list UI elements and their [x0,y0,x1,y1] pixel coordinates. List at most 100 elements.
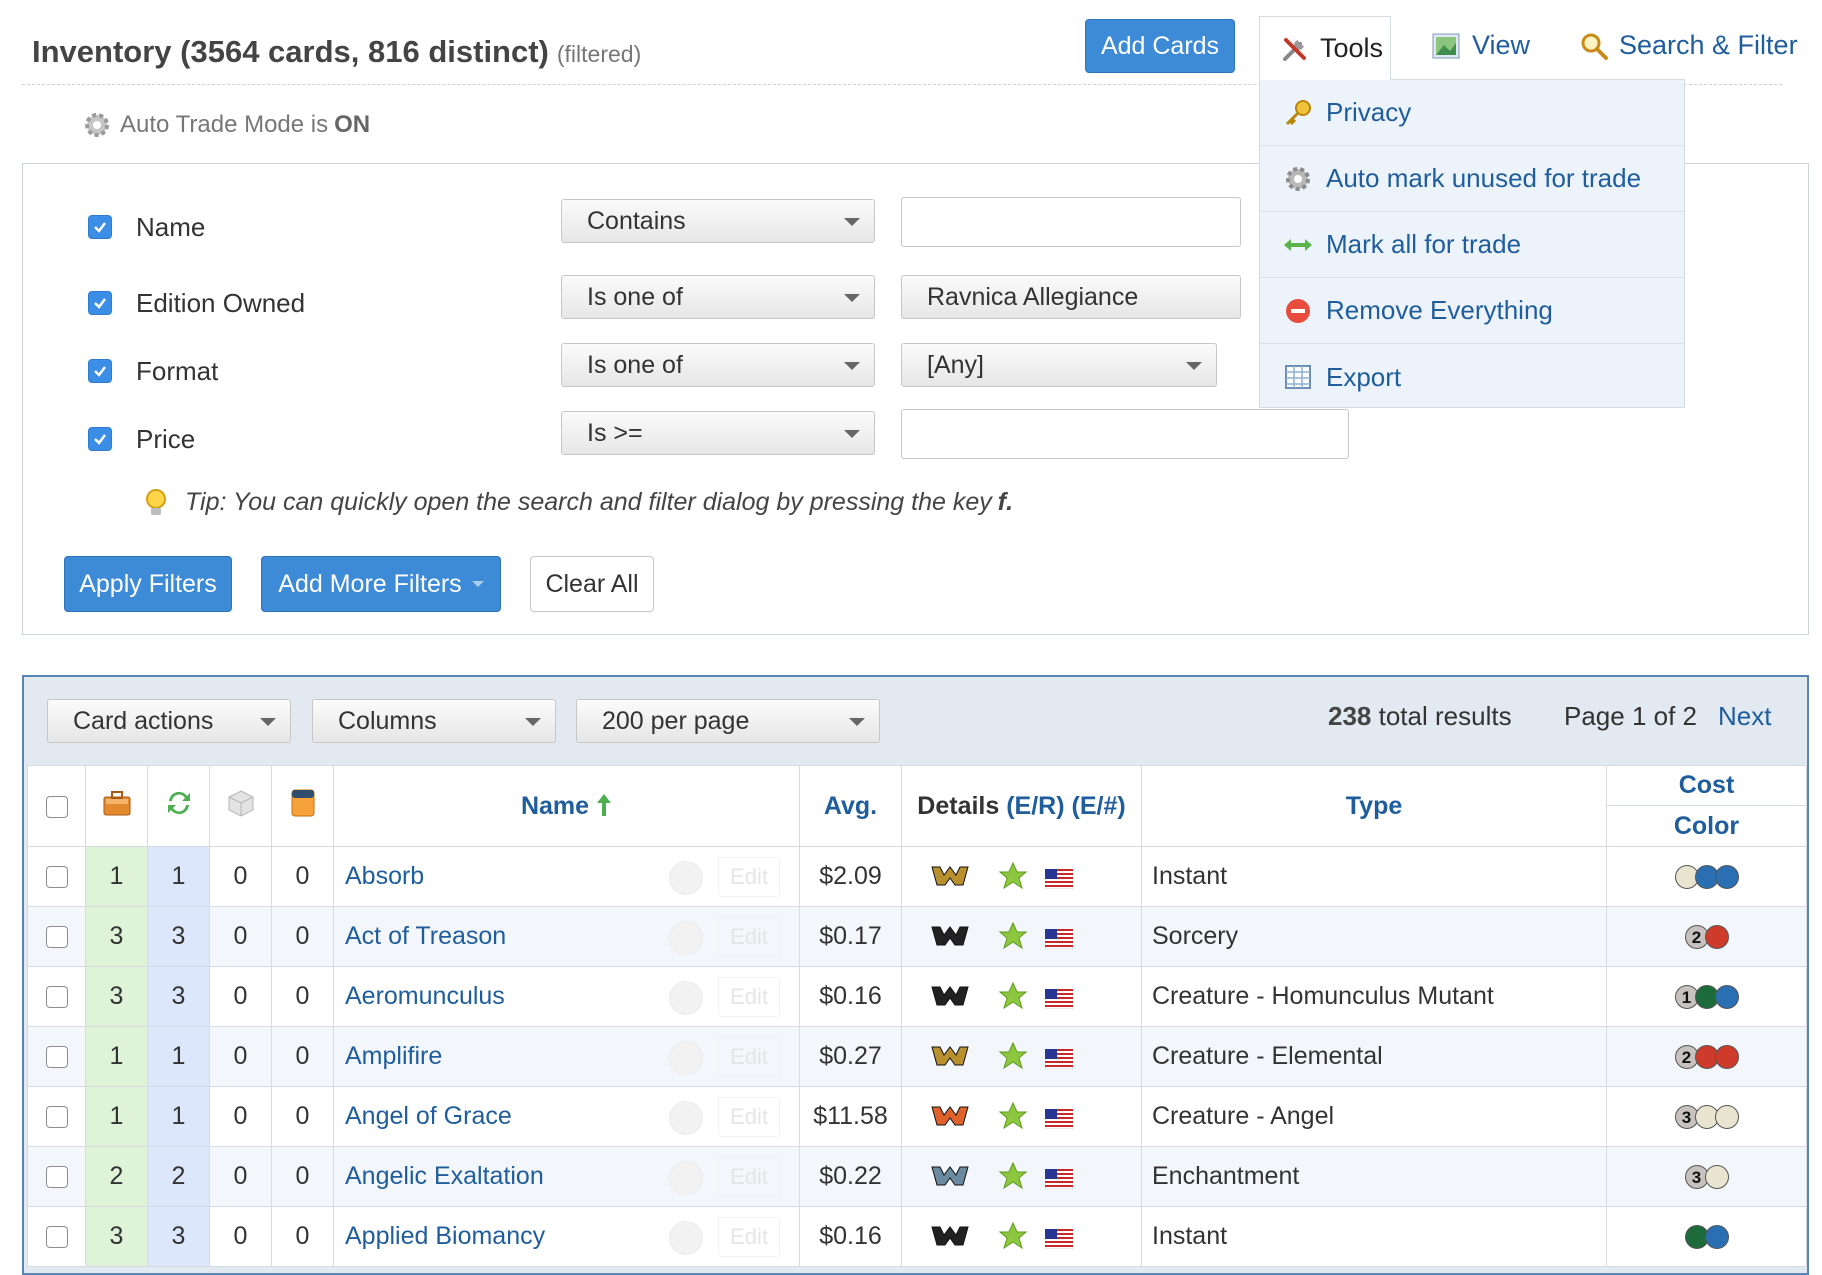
star-icon[interactable] [998,921,1028,958]
owned-count[interactable]: 3 [85,1206,148,1267]
filter-format-operator-select[interactable]: Is one of [561,343,875,387]
filter-price-input[interactable] [901,409,1349,459]
trade-count[interactable]: 3 [147,966,210,1027]
owned-count[interactable]: 1 [85,1026,148,1087]
tools-tab[interactable]: Tools [1259,16,1391,80]
row-checkbox[interactable] [45,866,68,889]
apply-filters-button[interactable]: Apply Filters [64,556,232,612]
camera-icon[interactable] [669,1161,703,1195]
camera-icon[interactable] [669,1101,703,1135]
set-symbol-icon[interactable] [930,865,970,894]
set-symbol-icon[interactable] [930,1225,970,1254]
wishlist-count[interactable]: 0 [209,846,272,907]
binder-count[interactable]: 0 [271,1086,334,1147]
row-checkbox[interactable] [45,1106,68,1129]
binder-count[interactable]: 0 [271,1206,334,1267]
next-page-link[interactable]: Next [1718,701,1772,731]
set-symbol-icon[interactable] [930,1045,970,1074]
set-symbol-icon[interactable] [930,1105,970,1134]
row-checkbox[interactable] [45,986,68,1009]
wishlist-count[interactable]: 0 [209,1026,272,1087]
edit-button[interactable]: Edit [718,1157,780,1197]
view-link[interactable]: View [1432,30,1530,61]
row-checkbox[interactable] [45,1226,68,1249]
edit-button[interactable]: Edit [718,1217,780,1257]
binder-count[interactable]: 0 [271,906,334,967]
filter-format-value-select[interactable]: [Any] [901,343,1217,387]
camera-icon[interactable] [669,1221,703,1255]
row-checkbox[interactable] [45,1166,68,1189]
select-all-checkbox[interactable] [45,795,68,818]
wishlist-count[interactable]: 0 [209,1206,272,1267]
edit-button[interactable]: Edit [718,977,780,1017]
card-name-link[interactable]: Angelic Exaltation [345,1162,544,1190]
trade-count[interactable]: 1 [147,1086,210,1147]
wishlist-count[interactable]: 0 [209,1086,272,1147]
us-flag-icon[interactable] [1044,987,1074,1016]
star-icon[interactable] [998,1101,1028,1138]
name-column-header[interactable]: Name [333,765,800,847]
set-symbol-icon[interactable] [930,925,970,954]
trade-count[interactable]: 3 [147,906,210,967]
owned-count[interactable]: 2 [85,1146,148,1207]
columns-select[interactable]: Columns [312,699,556,743]
camera-icon[interactable] [669,1041,703,1075]
wishlist-count[interactable]: 0 [209,966,272,1027]
binder-count[interactable]: 0 [271,1146,334,1207]
add-cards-button[interactable]: Add Cards [1085,19,1235,73]
filter-price-operator-select[interactable]: Is >= [561,411,875,455]
star-icon[interactable] [998,1041,1028,1078]
owned-count[interactable]: 3 [85,966,148,1027]
binder-count[interactable]: 0 [271,846,334,907]
search-filter-link[interactable]: Search & Filter [1579,30,1798,61]
edit-button[interactable]: Edit [718,1097,780,1137]
card-name-link[interactable]: Applied Biomancy [345,1222,546,1250]
star-icon[interactable] [998,981,1028,1018]
per-page-select[interactable]: 200 per page [576,699,880,743]
row-checkbox[interactable] [45,1046,68,1069]
binder-count[interactable]: 0 [271,966,334,1027]
wishlist-count[interactable]: 0 [209,1146,272,1207]
owned-count[interactable]: 1 [85,846,148,907]
filter-name-checkbox[interactable] [88,215,112,239]
owned-column-header[interactable] [85,765,148,847]
set-symbol-icon[interactable] [930,1165,970,1194]
details-er-link[interactable]: (E/R) [1006,791,1065,820]
filter-price-checkbox[interactable] [88,427,112,451]
star-icon[interactable] [998,1221,1028,1258]
card-name-link[interactable]: Angel of Grace [345,1102,512,1130]
card-actions-select[interactable]: Card actions [47,699,291,743]
color-column-header[interactable]: Color [1673,811,1740,840]
camera-icon[interactable] [669,921,703,955]
trade-count[interactable]: 1 [147,846,210,907]
menu-item-mark-all-trade[interactable]: Mark all for trade [1260,212,1684,278]
filter-name-input[interactable] [901,197,1241,247]
owned-count[interactable]: 1 [85,1086,148,1147]
filter-edition-checkbox[interactable] [88,291,112,315]
camera-icon[interactable] [669,981,703,1015]
set-symbol-icon[interactable] [930,985,970,1014]
filter-edition-operator-select[interactable]: Is one of [561,275,875,319]
us-flag-icon[interactable] [1044,1167,1074,1196]
menu-item-export[interactable]: Export [1260,344,1684,410]
star-icon[interactable] [998,861,1028,898]
details-enum-link[interactable]: (E/#) [1071,791,1126,820]
us-flag-icon[interactable] [1044,927,1074,956]
edit-button[interactable]: Edit [718,917,780,957]
binder-count[interactable]: 0 [271,1026,334,1087]
row-checkbox[interactable] [45,926,68,949]
trade-count[interactable]: 2 [147,1146,210,1207]
trade-count[interactable]: 1 [147,1026,210,1087]
cost-column-header[interactable]: Cost [1607,766,1806,806]
us-flag-icon[interactable] [1044,1047,1074,1076]
add-more-filters-button[interactable]: Add More Filters [261,556,501,612]
us-flag-icon[interactable] [1044,1107,1074,1136]
filter-edition-value-select[interactable]: Ravnica Allegiance [901,275,1241,319]
avg-column-header[interactable]: Avg. [799,765,902,847]
clear-all-button[interactable]: Clear All [530,556,654,612]
card-name-link[interactable]: Act of Treason [345,922,507,950]
card-name-link[interactable]: Absorb [345,862,425,890]
wishlist-count[interactable]: 0 [209,906,272,967]
menu-item-remove-everything[interactable]: Remove Everything [1260,278,1684,344]
menu-item-privacy[interactable]: Privacy [1260,80,1684,146]
